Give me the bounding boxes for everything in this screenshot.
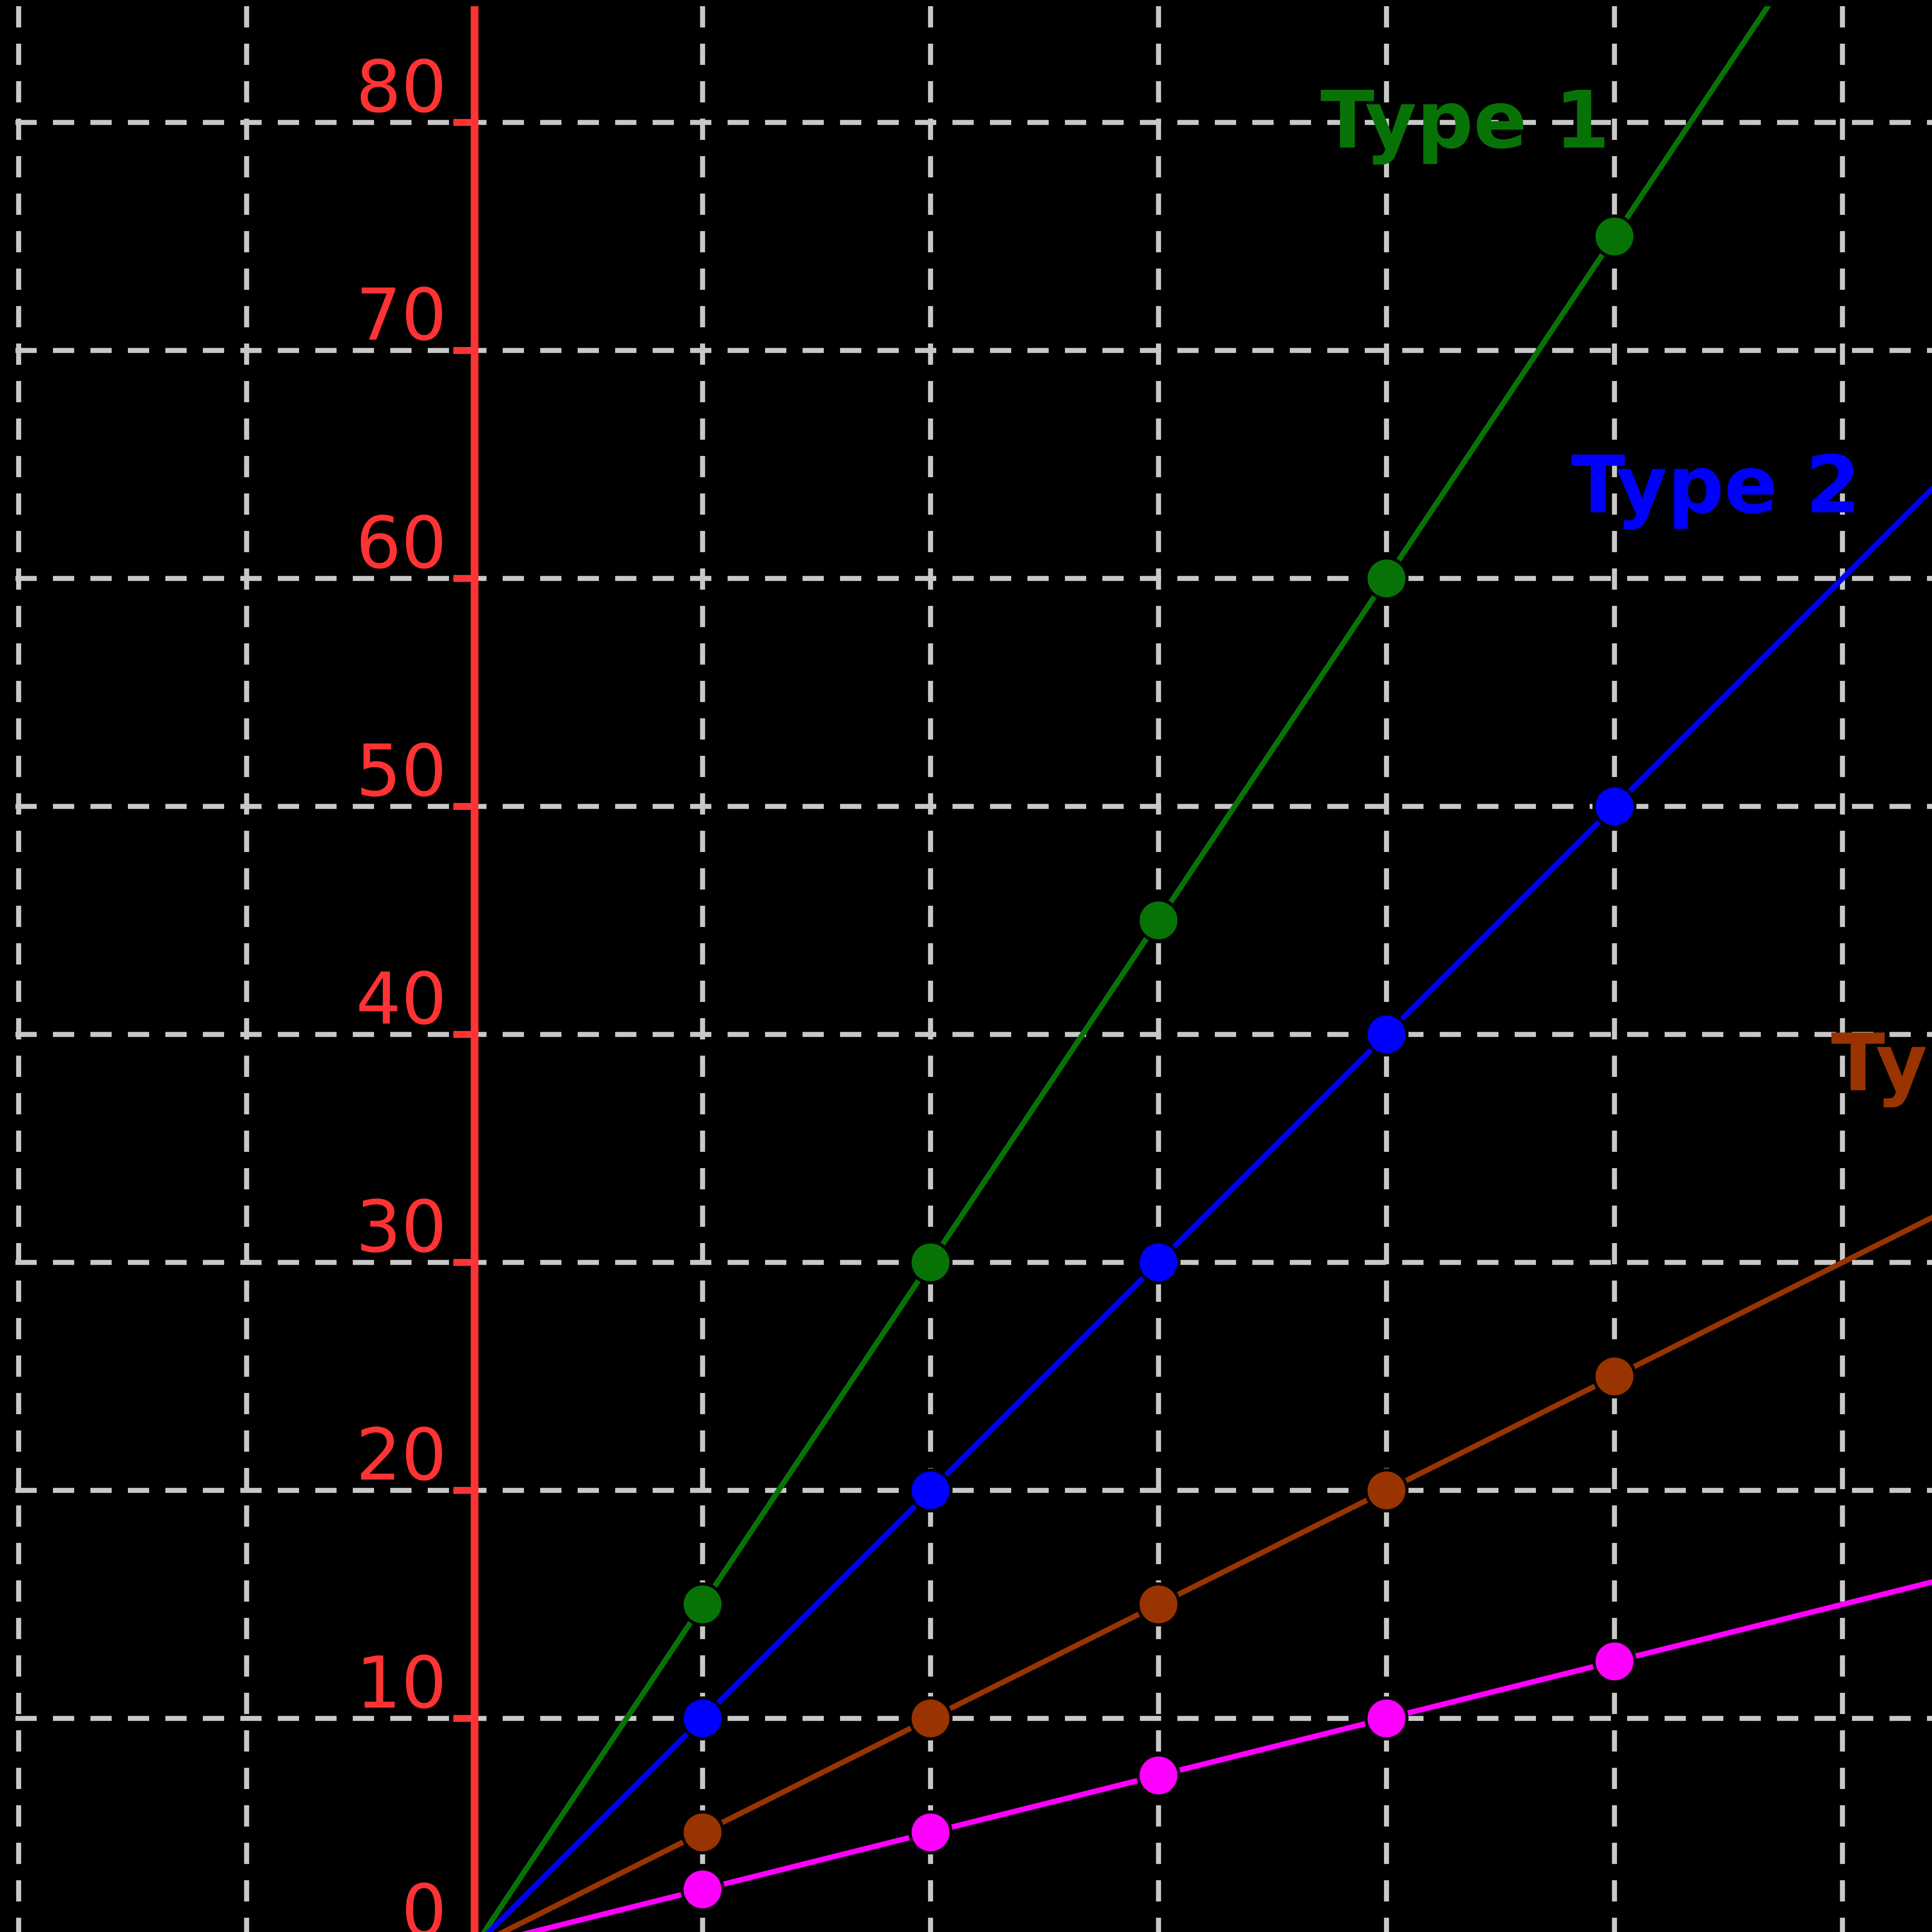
chart-svg: -505101520253035404501020304050607080Typ… — [15, 6, 1932, 1932]
chart: -505101520253035404501020304050607080Typ… — [15, 6, 1932, 1932]
data-point-type-1-x25 — [1592, 214, 1637, 259]
y-tick-label-20: 20 — [356, 1413, 447, 1497]
data-point-type-4-x25 — [1592, 1639, 1637, 1684]
data-point-type-3-x5 — [680, 1810, 725, 1855]
data-point-type-1-x20 — [1364, 556, 1409, 601]
data-point-type-1-x10 — [908, 1240, 953, 1285]
series-line-type-1 — [481, 6, 1771, 1932]
data-point-type-4-x20 — [1364, 1696, 1409, 1741]
y-tick-label-30: 30 — [356, 1185, 447, 1269]
plot-background — [15, 6, 1932, 1932]
y-tick-label-40: 40 — [356, 957, 447, 1041]
series-line-type-3 — [497, 1214, 1932, 1932]
data-point-type-3-x25 — [1592, 1354, 1637, 1399]
series-line-type-2 — [485, 485, 1932, 1932]
y-tick-label-80: 80 — [356, 45, 447, 129]
y-tick-label-70: 70 — [356, 273, 447, 357]
data-point-type-2-x25 — [1592, 784, 1637, 829]
y-tick-label-60: 60 — [356, 501, 447, 585]
series-label-type-3: Type 3 — [1831, 1017, 1932, 1109]
series-label-type-1: Type 1 — [1320, 75, 1610, 167]
series-label-type-2: Type 2 — [1571, 439, 1861, 531]
data-point-type-3-x10 — [908, 1696, 953, 1741]
data-point-type-1-x15 — [1136, 898, 1181, 943]
data-point-type-3-x20 — [1364, 1468, 1409, 1513]
data-point-type-2-x15 — [1136, 1240, 1181, 1285]
data-point-type-4-x5 — [680, 1867, 725, 1912]
series-line-type-4 — [521, 1579, 1932, 1932]
y-tick-label-10: 10 — [356, 1641, 447, 1725]
data-point-type-4-x10 — [908, 1810, 953, 1855]
y-tick-label-50: 50 — [356, 729, 447, 813]
data-point-type-3-x15 — [1136, 1582, 1181, 1627]
data-point-type-2-x10 — [908, 1468, 953, 1513]
data-point-type-1-x5 — [680, 1582, 725, 1627]
data-point-type-2-x5 — [680, 1696, 725, 1741]
y-tick-label-0: 0 — [401, 1869, 447, 1932]
data-point-type-4-x15 — [1136, 1753, 1181, 1798]
data-point-type-2-x20 — [1364, 1012, 1409, 1057]
